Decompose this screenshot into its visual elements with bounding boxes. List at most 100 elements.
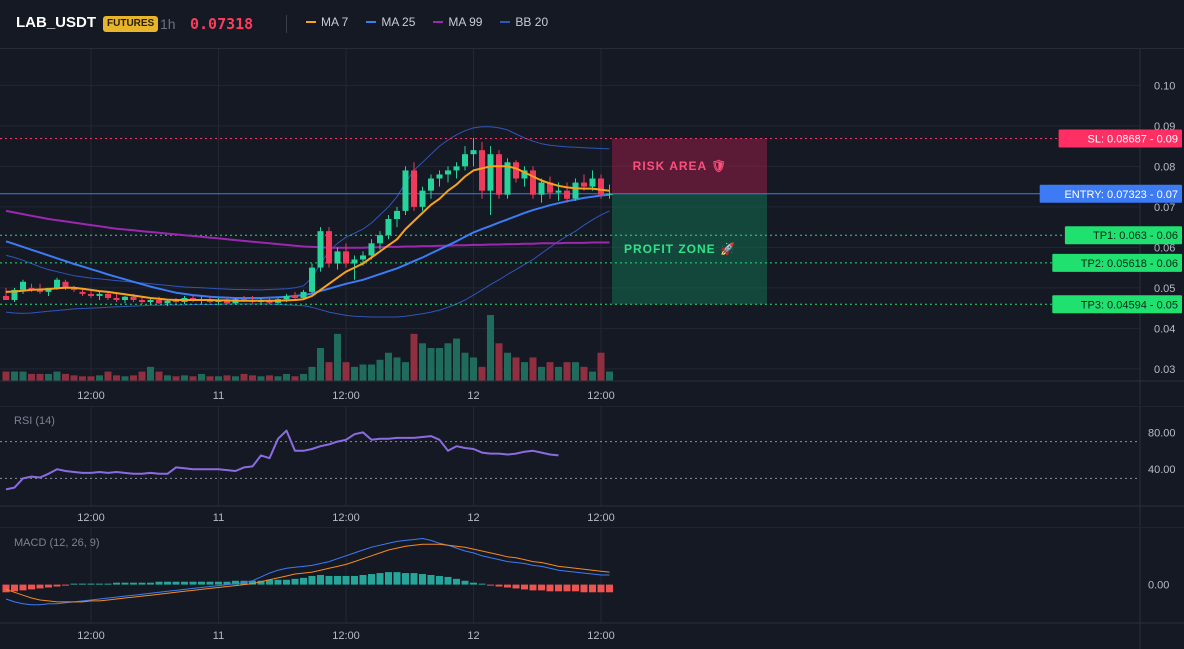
macd-line [5, 538, 610, 606]
time-axis-tick-label: 12:00 [77, 390, 105, 402]
volume-bar [172, 376, 180, 381]
volume-bar [521, 362, 528, 381]
candle-body [54, 279, 60, 288]
symbol-title[interactable]: LAB_USDT [16, 14, 97, 31]
price-axis-tick-label: 0.10 [1154, 80, 1175, 92]
macd-histogram-bar [121, 582, 129, 585]
volume-bar [121, 376, 129, 381]
candle-body [79, 291, 86, 294]
macd-time-tick-label: 11 [213, 630, 224, 642]
macd-histogram-bar [308, 575, 316, 585]
time-axis-tick-label: 11 [213, 390, 224, 402]
macd-histogram-bar [62, 584, 69, 586]
last-price: 0.07318 [190, 15, 254, 33]
candle-body [530, 170, 536, 195]
macd-histogram-bar [444, 576, 452, 585]
volume-bar [359, 364, 367, 381]
volume-bar [436, 348, 443, 381]
risk-zone [612, 138, 767, 194]
volume-bar [36, 373, 44, 381]
volume-bar [444, 343, 452, 381]
candle-body [368, 243, 375, 256]
macd-histogram-bar [104, 583, 112, 585]
price-panel[interactable]: RISK AREA 🛡PROFIT ZONE 🚀0.100.090.080.07… [0, 49, 1184, 405]
tp-axis-tag-label: TP1: 0.063 - 0.06 [1093, 230, 1178, 242]
macd-histogram-bar [427, 575, 435, 585]
macd-histogram-bar [130, 582, 137, 585]
macd-histogram-bar [606, 584, 613, 593]
profit-zone [612, 193, 767, 305]
macd-histogram-bar [138, 582, 146, 585]
macd-histogram-bar [325, 575, 333, 585]
volume-bar [419, 343, 426, 381]
macd-histogram-bar [274, 579, 282, 585]
macd-time-tick-label: 12:00 [332, 630, 360, 642]
macd-histogram-bar [291, 578, 299, 585]
legend-swatch-ma7 [306, 21, 316, 23]
macd-histogram-bar [368, 574, 375, 585]
volume-bar [2, 371, 10, 381]
entry-axis-tag [1039, 184, 1182, 203]
macd-histogram-bar [45, 584, 52, 588]
macd-histogram-bar [538, 584, 545, 591]
candle-body [555, 190, 562, 193]
volume-bar [164, 375, 171, 381]
volume-bar [28, 373, 35, 381]
macd-time-tick-label: 12:00 [77, 630, 105, 642]
legend-item-bb20[interactable]: BB 20 [500, 15, 548, 29]
candle-body [606, 193, 613, 195]
legend-item-ma25[interactable]: MA 25 [366, 15, 415, 29]
volume-bar [11, 371, 18, 381]
candle-body [37, 289, 43, 292]
candle-body [419, 190, 426, 207]
volume-bar [130, 375, 137, 381]
volume-bar [274, 376, 282, 381]
legend-item-ma7[interactable]: MA 7 [306, 15, 348, 29]
macd-histogram-bar [334, 575, 341, 585]
macd-histogram-bar [376, 573, 384, 585]
candle-body [487, 154, 494, 191]
macd-time-tick-label: 12 [467, 630, 479, 642]
candle-body [122, 296, 128, 300]
volume-bar [470, 357, 477, 381]
candle-body [334, 251, 341, 264]
volume-bar [104, 371, 112, 381]
volume-bar [495, 343, 503, 381]
volume-bar [257, 376, 265, 381]
legend-item-ma99[interactable]: MA 99 [433, 15, 482, 29]
legend-swatch-bb20 [500, 21, 511, 23]
macd-histogram-bar [504, 584, 511, 588]
rsi-panel[interactable]: RSI (14) 80.00 40.00 12:00 11 12:00 12 12:00 [0, 406, 1184, 526]
macd-histogram-bar [393, 572, 401, 585]
candle-body [589, 178, 596, 187]
macd-panel[interactable]: MACD (12, 26, 9) 0.00 12:00 11 12:00 12 12:00 [0, 527, 1184, 649]
candle-body [28, 287, 35, 290]
volume-bar [96, 375, 103, 381]
candle-body [470, 150, 477, 155]
tp-axis-tag [1064, 226, 1182, 245]
timeframe-label[interactable]: 1h [160, 16, 176, 32]
macd-histogram-bar [342, 575, 350, 585]
volume-bar [53, 371, 61, 381]
volume-bar [300, 373, 307, 381]
macd-histogram-bar [351, 575, 358, 585]
candle-body [11, 289, 18, 300]
macd-histogram-bar [546, 584, 554, 592]
candle-body [547, 182, 553, 193]
candle-body [71, 287, 77, 290]
volume-bar [606, 371, 613, 381]
candle-body [3, 295, 9, 300]
price-axis-tick-label: 0.06 [1154, 242, 1175, 254]
volume-bar [283, 373, 290, 381]
macd-title: MACD (12, 26, 9) [14, 537, 100, 549]
macd-time-tick-label: 12:00 [587, 630, 615, 642]
macd-histogram-bar [113, 582, 120, 585]
rsi-time-tick-label: 12 [467, 512, 479, 524]
risk-zone-label: RISK AREA 🛡 [633, 159, 728, 173]
candle-body [462, 154, 468, 167]
macd-histogram-bar [19, 584, 27, 591]
volume-bar [453, 338, 460, 381]
candle-body [224, 300, 230, 304]
macd-histogram-bar [478, 583, 486, 585]
macd-histogram-bar [206, 581, 214, 585]
